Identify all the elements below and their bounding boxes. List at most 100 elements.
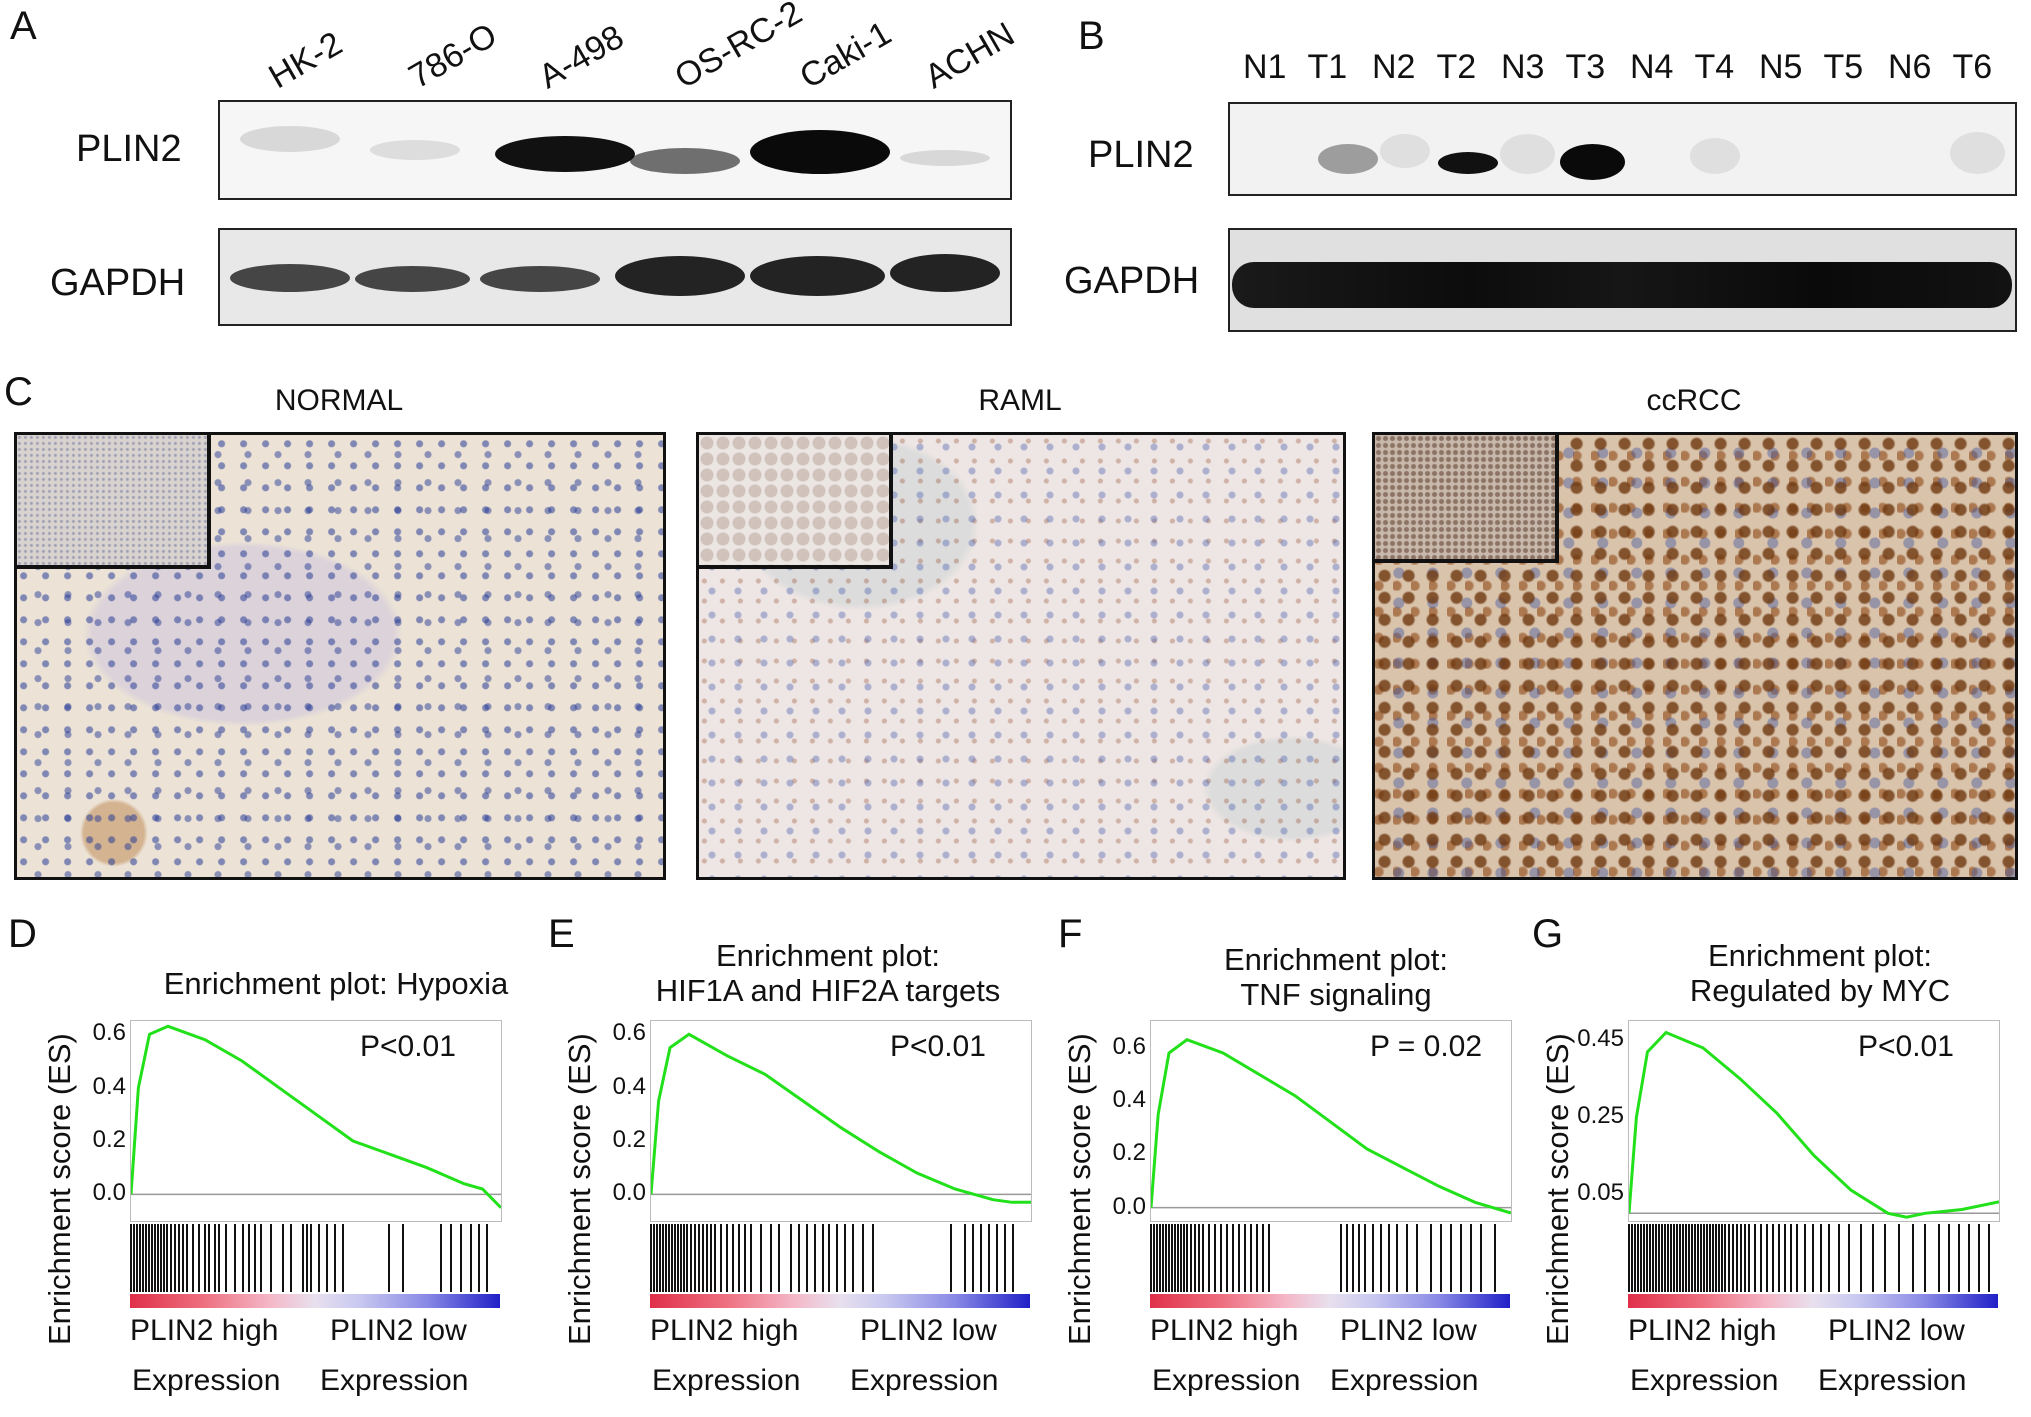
y-tick-label: 0.0 [1112,1192,1146,1220]
hit-tick [798,1224,800,1292]
y-tick-label: 0.2 [92,1126,126,1153]
hit-tick [714,1224,716,1292]
hit-tick [822,1224,824,1292]
hit-tick [248,1224,250,1292]
y-tick-label: 0.4 [1112,1086,1146,1113]
band [890,254,1000,292]
hit-tick [170,1224,172,1292]
hit-tick [1804,1224,1806,1292]
hit-tick [1778,1224,1780,1292]
hit-tick [186,1224,188,1292]
hit-tick [157,1224,159,1292]
hit-tick [665,1224,667,1292]
es-series-line [131,1024,501,1209]
hit-tick [163,1224,165,1292]
hit-tick [218,1224,220,1292]
hit-tick [996,1224,998,1292]
hit-tick [674,1224,676,1292]
band [355,266,470,292]
hit-tick [1480,1224,1482,1292]
hit-tick [160,1224,162,1292]
micro-inset [699,435,893,569]
hit-tick [1256,1224,1258,1292]
y-tick-label: 0.2 [612,1126,646,1153]
hit-tick [1872,1224,1874,1292]
hit-tick [980,1224,982,1292]
hit-tick [139,1224,141,1292]
lane-label: N4 [1630,48,1674,86]
hit-tick [1202,1224,1204,1292]
micro-title-normal: NORMAL [274,384,404,417]
gsea-title-line2: Regulated by MYC [1689,973,1951,1008]
x-label-low: PLIN2 low [330,1314,467,1347]
p-value: P<0.01 [360,1030,456,1063]
hit-tick [460,1224,462,1292]
x-label-low: PLIN2 low [1828,1314,1965,1347]
hit-tick [486,1224,488,1292]
hit-tick [1682,1224,1684,1292]
x-label-high-sub: Expression [652,1364,801,1397]
hit-tick [178,1224,180,1292]
micro-normal [14,432,666,880]
hit-tick [130,1224,132,1292]
hit-tick [1748,1224,1750,1292]
hit-tick [738,1224,740,1292]
hit-tick [680,1224,682,1292]
hit-tick [1352,1224,1354,1292]
hit-tick [1924,1224,1926,1292]
y-tick-label: 0.05 [1577,1179,1624,1207]
hit-tick [290,1224,292,1292]
blot-b-row-gapdh: GAPDH [1064,260,1200,302]
hit-tick [310,1224,312,1292]
hit-tick [1760,1224,1762,1292]
hit-tick [1262,1224,1264,1292]
hit-tick [656,1224,658,1292]
hit-tick [1655,1224,1657,1292]
hit-tick [1673,1224,1675,1292]
hit-tick [1715,1224,1717,1292]
blot-b-row-plin2: PLIN2 [1088,134,1194,176]
hit-tick [1948,1224,1950,1292]
x-label-high: PLIN2 high [130,1314,279,1347]
hit-tick [1220,1224,1222,1292]
enrichment-curve-svg [1629,1030,1999,1219]
ranked-list-gradient [1150,1294,1510,1308]
blot-a-row-gapdh: GAPDH [50,262,186,304]
hit-tick [1884,1224,1886,1292]
x-label-high-sub: Expression [1152,1364,1301,1397]
hit-tick [1688,1224,1690,1292]
hit-tick [142,1224,144,1292]
hit-tick [790,1224,792,1292]
hit-tick [677,1224,679,1292]
hit-tick [1643,1224,1645,1292]
hit-tick [1898,1224,1900,1292]
hit-tick [1250,1224,1252,1292]
band [750,256,885,296]
hit-tick [1004,1224,1006,1292]
hit-tick [1828,1224,1830,1292]
hit-tick [302,1224,304,1292]
hit-tick [671,1224,673,1292]
hit-tick [1658,1224,1660,1292]
gsea-title-line2: TNF signaling [1240,977,1432,1012]
hit-tick [1232,1224,1234,1292]
hit-tick [1244,1224,1246,1292]
hit-tick [694,1224,696,1292]
hit-tick [440,1224,442,1292]
hit-tick [1396,1224,1398,1292]
band [495,136,635,172]
y-axis-label: Enrichment score (ES) [1062,1033,1097,1345]
hit-tick [690,1224,692,1292]
hit-tick [1494,1224,1496,1292]
hit-tick [1772,1224,1774,1292]
hit-tick [1190,1224,1192,1292]
hit-tick [1784,1224,1786,1292]
hit-tick [478,1224,480,1292]
hit-tick [1766,1224,1768,1292]
p-value: P<0.01 [1858,1030,1954,1063]
hit-tick [334,1224,336,1292]
hit-tick [1372,1224,1374,1292]
hit-tick [1198,1224,1200,1292]
hit-tick [1958,1224,1960,1292]
y-tick-label: 0.0 [92,1179,126,1207]
